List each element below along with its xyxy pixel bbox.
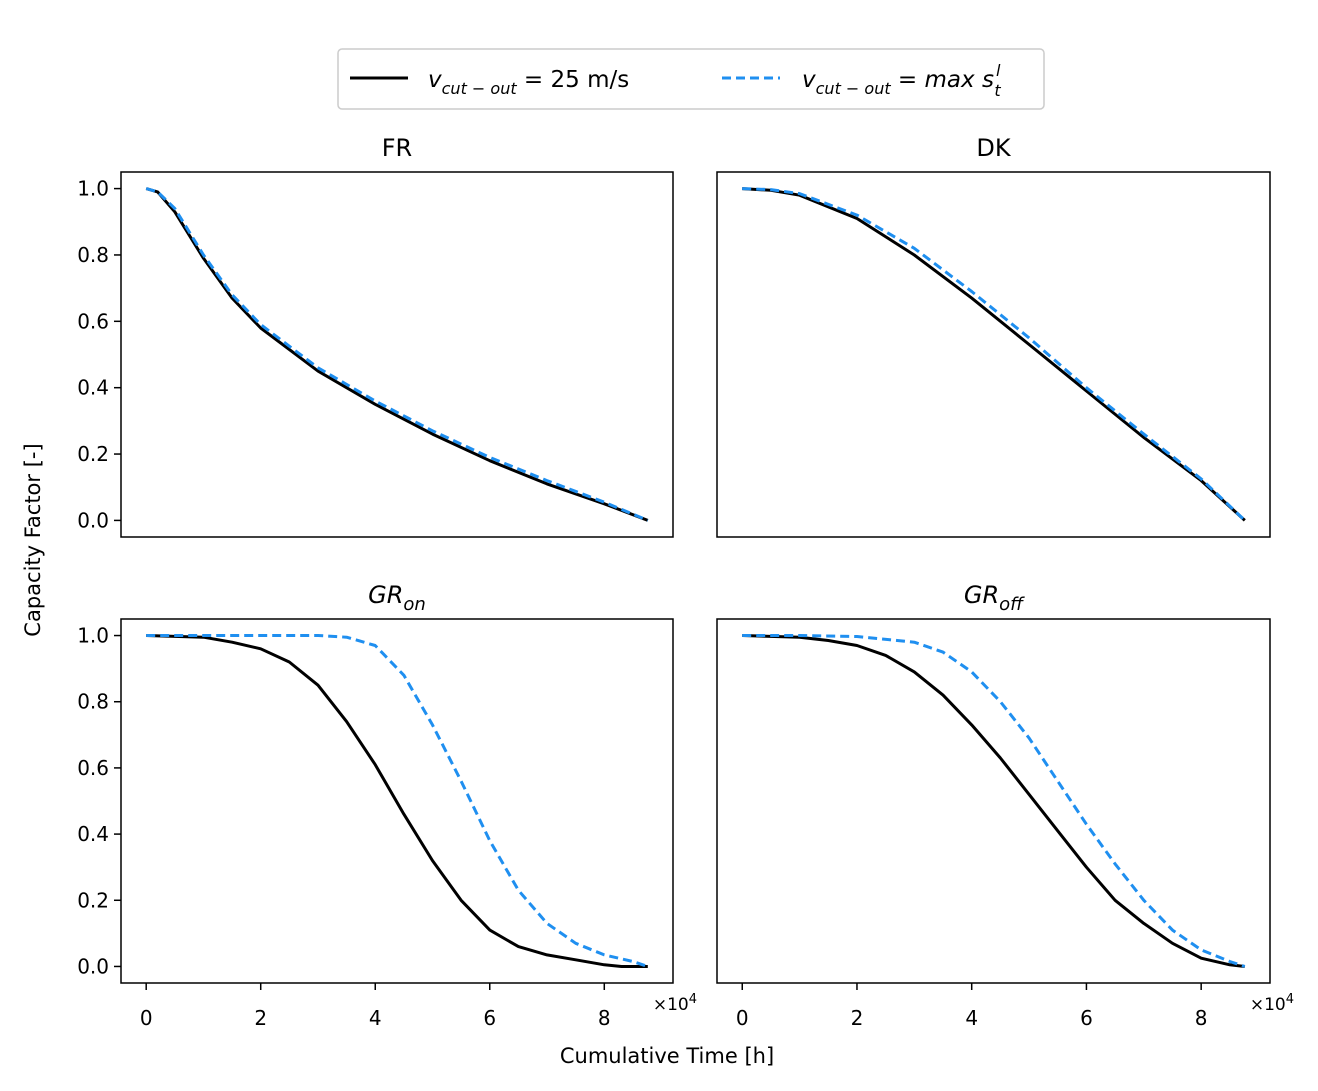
x-tick-label-gr-off: 8 (1195, 1006, 1208, 1030)
legend-label-cut25: vcut − out = 25 m/s (428, 67, 629, 98)
series-line-cutmax-gr-off (742, 634, 1246, 968)
plot-frame-gr-off (716, 618, 1271, 984)
x-tick-label-gr-off: 0 (736, 1006, 749, 1030)
y-tick-label-gr-on: 0.2 (77, 888, 109, 912)
y-tick-label-fr: 0.4 (77, 376, 109, 400)
panel-gr-on: GRon 0.0 0.2 0.4 0.6 0.8 1.0 0 2 4 6 8 ×104 (77, 581, 697, 1030)
series-line-cut25-gr-on (146, 634, 648, 968)
x-multiplier-gr-off: ×104 (1250, 992, 1294, 1015)
plot-frame-dk (716, 171, 1271, 538)
y-tick-label-fr: 0.6 (77, 309, 109, 333)
x-tick-label-gr-off: 6 (1080, 1006, 1093, 1030)
panel-gr-off: GRoff 0 2 4 6 8 ×104 (716, 581, 1294, 1030)
y-tick-label-gr-on: 0.6 (77, 756, 109, 780)
panel-fr: FR 0.0 0.2 0.4 0.6 0.8 1.0 (77, 134, 674, 538)
x-axis-label: Cumulative Time [h] (560, 1044, 774, 1068)
x-tick-label-gr-on: 4 (369, 1006, 382, 1030)
x-multiplier-gr-on: ×104 (653, 992, 697, 1015)
x-tick-label-gr-off: 4 (965, 1006, 978, 1030)
panel-dk: DK (716, 134, 1271, 538)
panel-title-dk: DK (976, 134, 1011, 162)
y-axis-label: Capacity Factor [-] (21, 443, 45, 636)
panel-title-gr-on: GRon (368, 581, 426, 615)
series-line-cut25-fr (145, 187, 649, 522)
y-tick-label-gr-on: 0.4 (77, 822, 109, 846)
plot-frame-gr-on (120, 618, 674, 984)
series-line-cutmax-fr (145, 187, 649, 522)
series-line-cutmax-dk (742, 187, 1246, 522)
y-tick-label-fr: 1.0 (77, 177, 109, 201)
y-tick-label-fr: 0.2 (77, 442, 109, 466)
legend-frame (337, 48, 1045, 110)
y-tick-label-gr-on: 0.0 (77, 954, 109, 978)
x-tick-label-gr-off: 2 (851, 1006, 864, 1030)
panel-title-fr: FR (382, 134, 412, 162)
y-tick-label-gr-on: 1.0 (77, 624, 109, 648)
x-tick-label-gr-on: 8 (598, 1006, 611, 1030)
x-tick-label-gr-on: 0 (140, 1006, 153, 1030)
plot-frame-fr (120, 171, 674, 538)
y-tick-label-fr: 0.0 (77, 508, 109, 532)
x-tick-label-gr-on: 6 (483, 1006, 496, 1030)
panel-title-gr-off: GRoff (964, 581, 1025, 615)
series-line-cutmax-gr-on (146, 634, 649, 968)
panels: FR 0.0 0.2 0.4 0.6 0.8 1.0 DK GRon 0.0 0.2 0.4 0.6 0.… (77, 134, 1294, 1030)
x-tick-label-gr-on: 2 (254, 1006, 267, 1030)
y-tick-label-gr-on: 0.8 (77, 690, 109, 714)
y-tick-label-fr: 0.8 (77, 243, 109, 267)
series-line-cut25-gr-off (742, 634, 1245, 968)
